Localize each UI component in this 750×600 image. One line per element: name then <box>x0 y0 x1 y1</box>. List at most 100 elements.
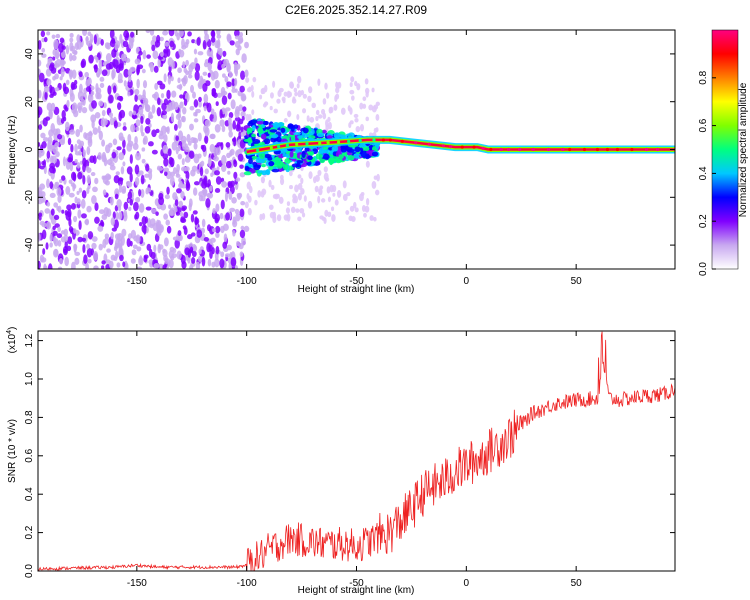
noise-blob <box>192 137 197 144</box>
faint-blob <box>319 185 324 190</box>
faint-blob <box>369 215 374 221</box>
faint-blob <box>376 173 380 182</box>
noise-blob <box>111 48 117 58</box>
faint-blob <box>359 123 365 132</box>
noise-blob <box>182 76 187 87</box>
transition-blob <box>315 153 323 160</box>
noise-blob <box>49 166 55 174</box>
noise-blob <box>73 215 78 223</box>
noise-blob <box>163 73 167 83</box>
noise-blob <box>130 258 136 264</box>
noise-blob <box>243 225 250 232</box>
noise-blob <box>93 265 99 269</box>
noise-blob <box>221 125 226 133</box>
transition-blob <box>257 126 264 134</box>
noise-blob <box>62 156 66 167</box>
noise-blob <box>214 123 221 133</box>
noise-blob <box>154 82 159 91</box>
noise-blob <box>181 158 185 166</box>
faint-blob <box>289 81 294 89</box>
noise-blob <box>121 185 127 193</box>
transition-blob <box>251 133 256 138</box>
noise-blob <box>43 265 48 269</box>
x-tick-label: -100 <box>237 578 257 589</box>
noise-blob <box>71 102 78 113</box>
transition-blob <box>256 120 264 125</box>
transition-blob <box>271 168 280 173</box>
noise-blob <box>92 186 98 193</box>
transition-blob <box>244 165 250 171</box>
noise-blob <box>112 85 117 94</box>
noise-blob <box>74 158 78 164</box>
noise-blob <box>85 262 89 269</box>
faint-blob <box>315 109 320 116</box>
noise-blob <box>199 166 204 177</box>
noise-blob <box>244 69 249 78</box>
peak-dot <box>489 147 493 152</box>
transition-blob <box>246 127 253 133</box>
transition-blob <box>249 163 254 168</box>
faint-blob <box>364 78 369 85</box>
noise-blob <box>212 228 216 233</box>
faint-blob <box>317 195 321 204</box>
noise-blob <box>136 246 142 252</box>
noise-blob <box>99 76 105 82</box>
faint-blob <box>335 87 340 94</box>
noise-blob <box>127 133 132 143</box>
noise-blob <box>178 49 185 58</box>
noise-blob <box>44 91 48 100</box>
noise-blob <box>141 147 146 152</box>
faint-blob <box>349 120 354 125</box>
faint-blob <box>278 196 284 204</box>
noise-blob <box>141 216 147 226</box>
noise-blob <box>169 101 174 111</box>
noise-blob <box>123 201 129 211</box>
noise-blob <box>167 74 172 85</box>
noise-blob <box>177 130 184 141</box>
noise-blob <box>91 236 98 242</box>
faint-blob <box>345 210 350 215</box>
faint-blob <box>318 114 323 119</box>
noise-blob <box>194 70 200 81</box>
noise-blob <box>55 33 61 39</box>
noise-blob <box>123 122 127 127</box>
noise-blob <box>181 205 188 211</box>
transition-blob <box>322 146 329 150</box>
noise-blob <box>227 92 232 100</box>
faint-blob <box>354 80 358 87</box>
noise-blob <box>114 42 119 51</box>
faint-blob <box>323 217 327 224</box>
faint-blob <box>335 81 339 89</box>
transition-blob <box>296 160 304 164</box>
noise-blob <box>59 76 63 81</box>
faint-blob <box>353 201 357 209</box>
noise-blob <box>148 170 153 181</box>
noise-blob <box>119 254 124 262</box>
noise-blob <box>240 201 246 206</box>
spectrogram-y-label: Frequency (Hz) <box>7 116 18 185</box>
noise-blob <box>120 166 125 175</box>
faint-blob <box>300 187 305 195</box>
noise-blob <box>98 67 103 75</box>
noise-blob <box>166 186 170 195</box>
noise-blob <box>239 229 246 239</box>
noise-blob <box>134 214 138 220</box>
noise-blob <box>134 58 141 65</box>
noise-blob <box>73 243 78 251</box>
faint-blob <box>350 76 355 83</box>
faint-blob <box>375 189 380 196</box>
noise-blob <box>97 125 101 134</box>
noise-blob <box>244 41 249 49</box>
noise-blob <box>151 93 158 99</box>
noise-blob <box>158 196 165 206</box>
noise-blob <box>128 206 132 212</box>
noise-blob <box>69 41 74 52</box>
colorbar-tick-label: 0.4 <box>698 166 709 180</box>
noise-blob <box>116 95 123 101</box>
snr-panel: -150 -100 -50 0 50 0.0 0.2 0.4 0.6 0.8 1.0 1.2 Hei… <box>6 327 676 596</box>
noise-blob <box>190 213 195 223</box>
noise-blob <box>228 71 233 78</box>
transition-blob <box>340 145 346 149</box>
noise-blob <box>87 258 92 264</box>
noise-blob <box>187 70 192 76</box>
